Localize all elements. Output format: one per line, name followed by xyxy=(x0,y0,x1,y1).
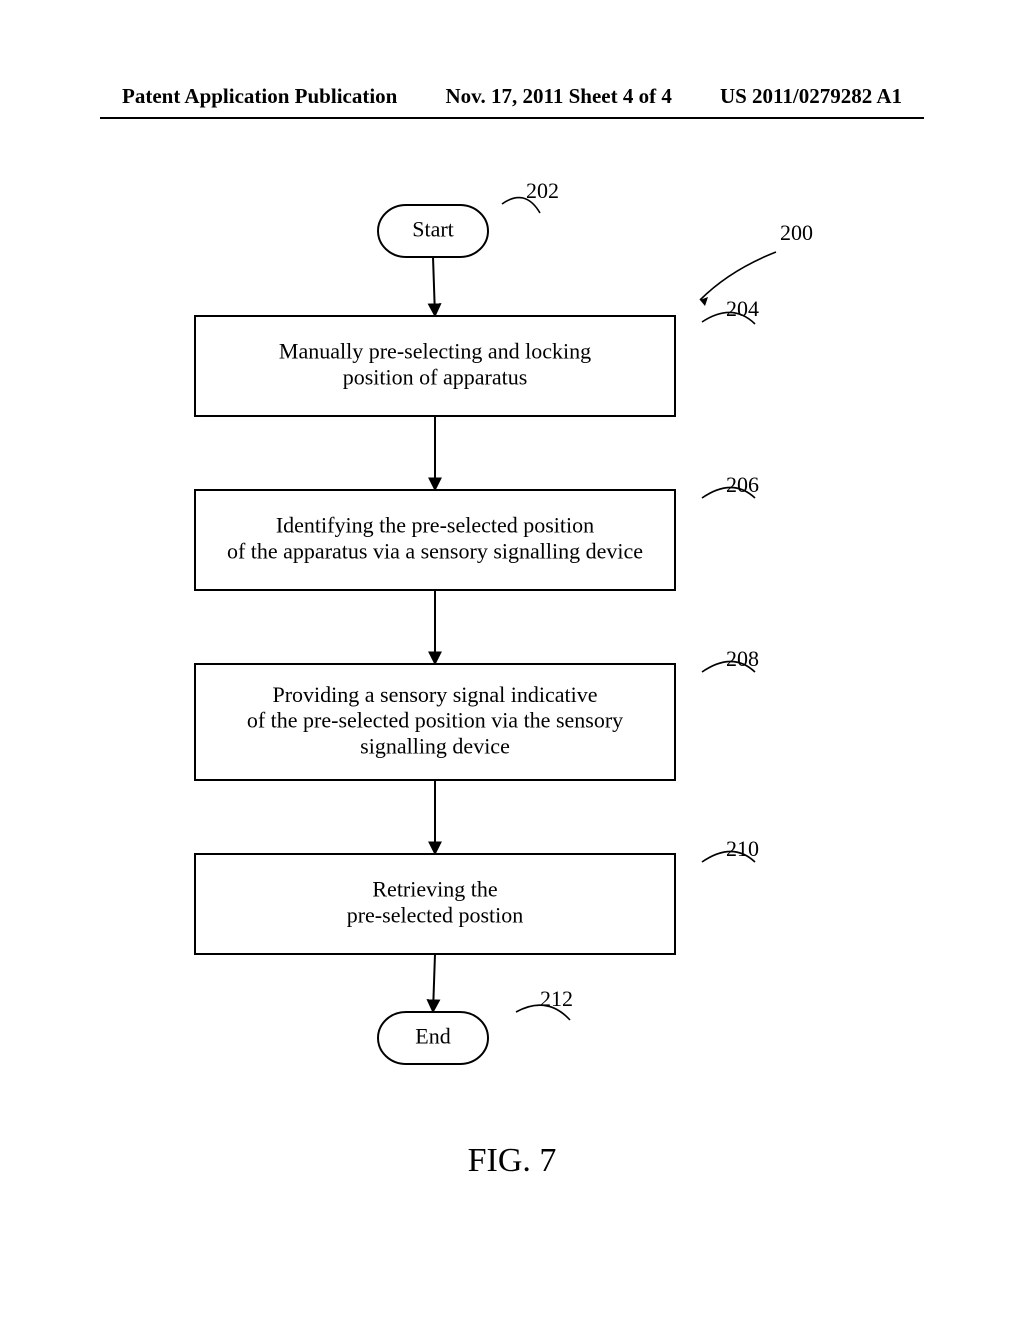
ref-num-step1: 204 xyxy=(726,296,759,321)
ref-num-step2: 206 xyxy=(726,472,759,497)
figure-caption: FIG. 7 xyxy=(0,1142,1024,1180)
label-step4: Retrieving the xyxy=(372,877,497,902)
ref-num-step4: 210 xyxy=(726,836,759,861)
label-step4: pre-selected postion xyxy=(347,903,524,928)
label-step3: signalling device xyxy=(360,734,510,759)
ref-num-end: 212 xyxy=(540,986,573,1011)
flow-arrow xyxy=(433,257,435,316)
label-step2: Identifying the pre-selected position xyxy=(276,513,594,538)
page: Patent Application Publication Nov. 17, … xyxy=(0,0,1024,1320)
label-end: End xyxy=(415,1024,450,1049)
flow-arrow xyxy=(433,954,435,1012)
ref-num-step3: 208 xyxy=(726,646,759,671)
label-step2: of the apparatus via a sensory signallin… xyxy=(227,539,643,564)
ref-lead-root xyxy=(700,252,776,300)
label-step1: position of apparatus xyxy=(343,365,528,390)
label-start: Start xyxy=(412,217,454,242)
ref-num-root: 200 xyxy=(780,220,813,245)
label-step3: of the pre-selected position via the sen… xyxy=(247,708,623,733)
label-step3: Providing a sensory signal indicative xyxy=(272,682,597,707)
ref-num-start: 202 xyxy=(526,178,559,203)
label-step1: Manually pre-selecting and locking xyxy=(279,339,591,364)
flowchart-diagram: Start 202 Manually pre-selecting and locki… xyxy=(0,0,1024,1320)
